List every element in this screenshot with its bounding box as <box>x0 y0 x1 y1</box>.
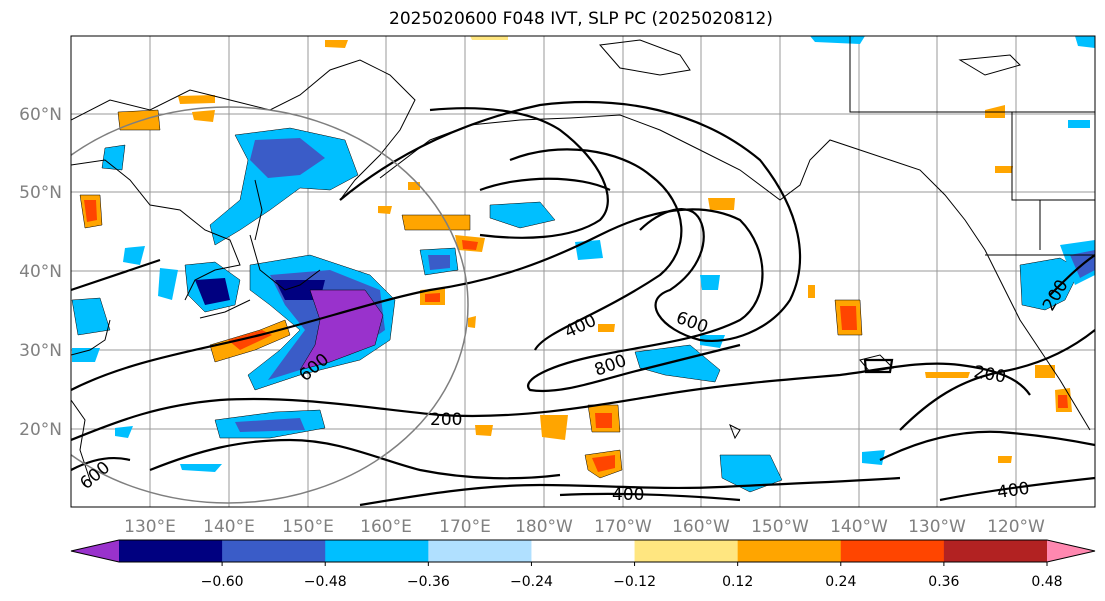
colorbar-tick-label: 0.48 <box>1031 574 1062 590</box>
colorbar-tick-label: −0.48 <box>304 574 347 590</box>
colorbar-segment <box>737 540 842 562</box>
map-frame <box>70 35 1096 508</box>
colorbar-outline <box>70 539 1096 563</box>
colorbar-tick-label: −0.12 <box>613 574 656 590</box>
colorbar-segment <box>428 540 532 562</box>
latitude-label: 60°N <box>19 105 62 125</box>
map-title: 2025020600 F048 IVT, SLP PC (2025020812) <box>389 9 773 29</box>
longitude-label: 120°W <box>987 517 1045 537</box>
longitude-label: 140°E <box>203 517 255 537</box>
colorbar-segment <box>222 540 326 562</box>
colorbar-tick-labels: −0.60 −0.48 −0.36 −0.24 −0.12 0.12 0.24 0.36 0.4… <box>201 562 1063 590</box>
ivt-shading <box>71 36 1095 493</box>
longitude-label: 160°W <box>672 517 730 537</box>
latitude-labels: 60°N 50°N 40°N 30°N 20°N <box>19 105 62 440</box>
longitude-label: 140°W <box>830 517 888 537</box>
contour-label: 400 <box>996 479 1031 503</box>
colorbar <box>70 539 1096 563</box>
contour-label: 400 <box>612 485 644 505</box>
colorbar-tick-label: 0.36 <box>928 574 959 590</box>
colorbar-segment <box>71 540 119 562</box>
longitude-label: 150°E <box>282 517 334 537</box>
slp-contours <box>71 100 1095 507</box>
colorbar-segment <box>325 540 429 562</box>
colorbar-segment <box>531 540 636 562</box>
colorbar-tick-label: −0.24 <box>510 574 553 590</box>
longitude-label: 170°E <box>439 517 491 537</box>
longitude-label: 170°W <box>594 517 652 537</box>
colorbar-tick-label: −0.36 <box>407 574 450 590</box>
latitude-label: 30°N <box>19 341 62 361</box>
latitude-label: 50°N <box>19 183 62 203</box>
colorbar-tick-label: 0.24 <box>825 574 856 590</box>
longitude-label: 150°W <box>751 517 809 537</box>
longitude-label: 160°E <box>360 517 412 537</box>
contour-label: 200 <box>430 410 462 430</box>
longitude-label: 130°E <box>124 517 176 537</box>
latitude-label: 20°N <box>19 420 62 440</box>
longitude-labels: 130°E 140°E 150°E 160°E 170°E 180°W 170°W 160°W… <box>124 517 1045 537</box>
colorbar-tick-label: 0.12 <box>722 574 753 590</box>
map-gridlines <box>71 36 1095 507</box>
colorbar-segment <box>119 540 223 562</box>
latitude-label: 40°N <box>19 262 62 282</box>
longitude-label: 130°W <box>908 517 966 537</box>
longitude-label: 180°W <box>515 517 573 537</box>
range-circle <box>71 106 469 504</box>
colorbar-tick-label: −0.60 <box>201 574 244 590</box>
colorbar-segment <box>943 540 1048 562</box>
colorbar-segment <box>634 540 739 562</box>
colorbar-segment <box>1047 540 1095 562</box>
colorbar-segment <box>840 540 945 562</box>
